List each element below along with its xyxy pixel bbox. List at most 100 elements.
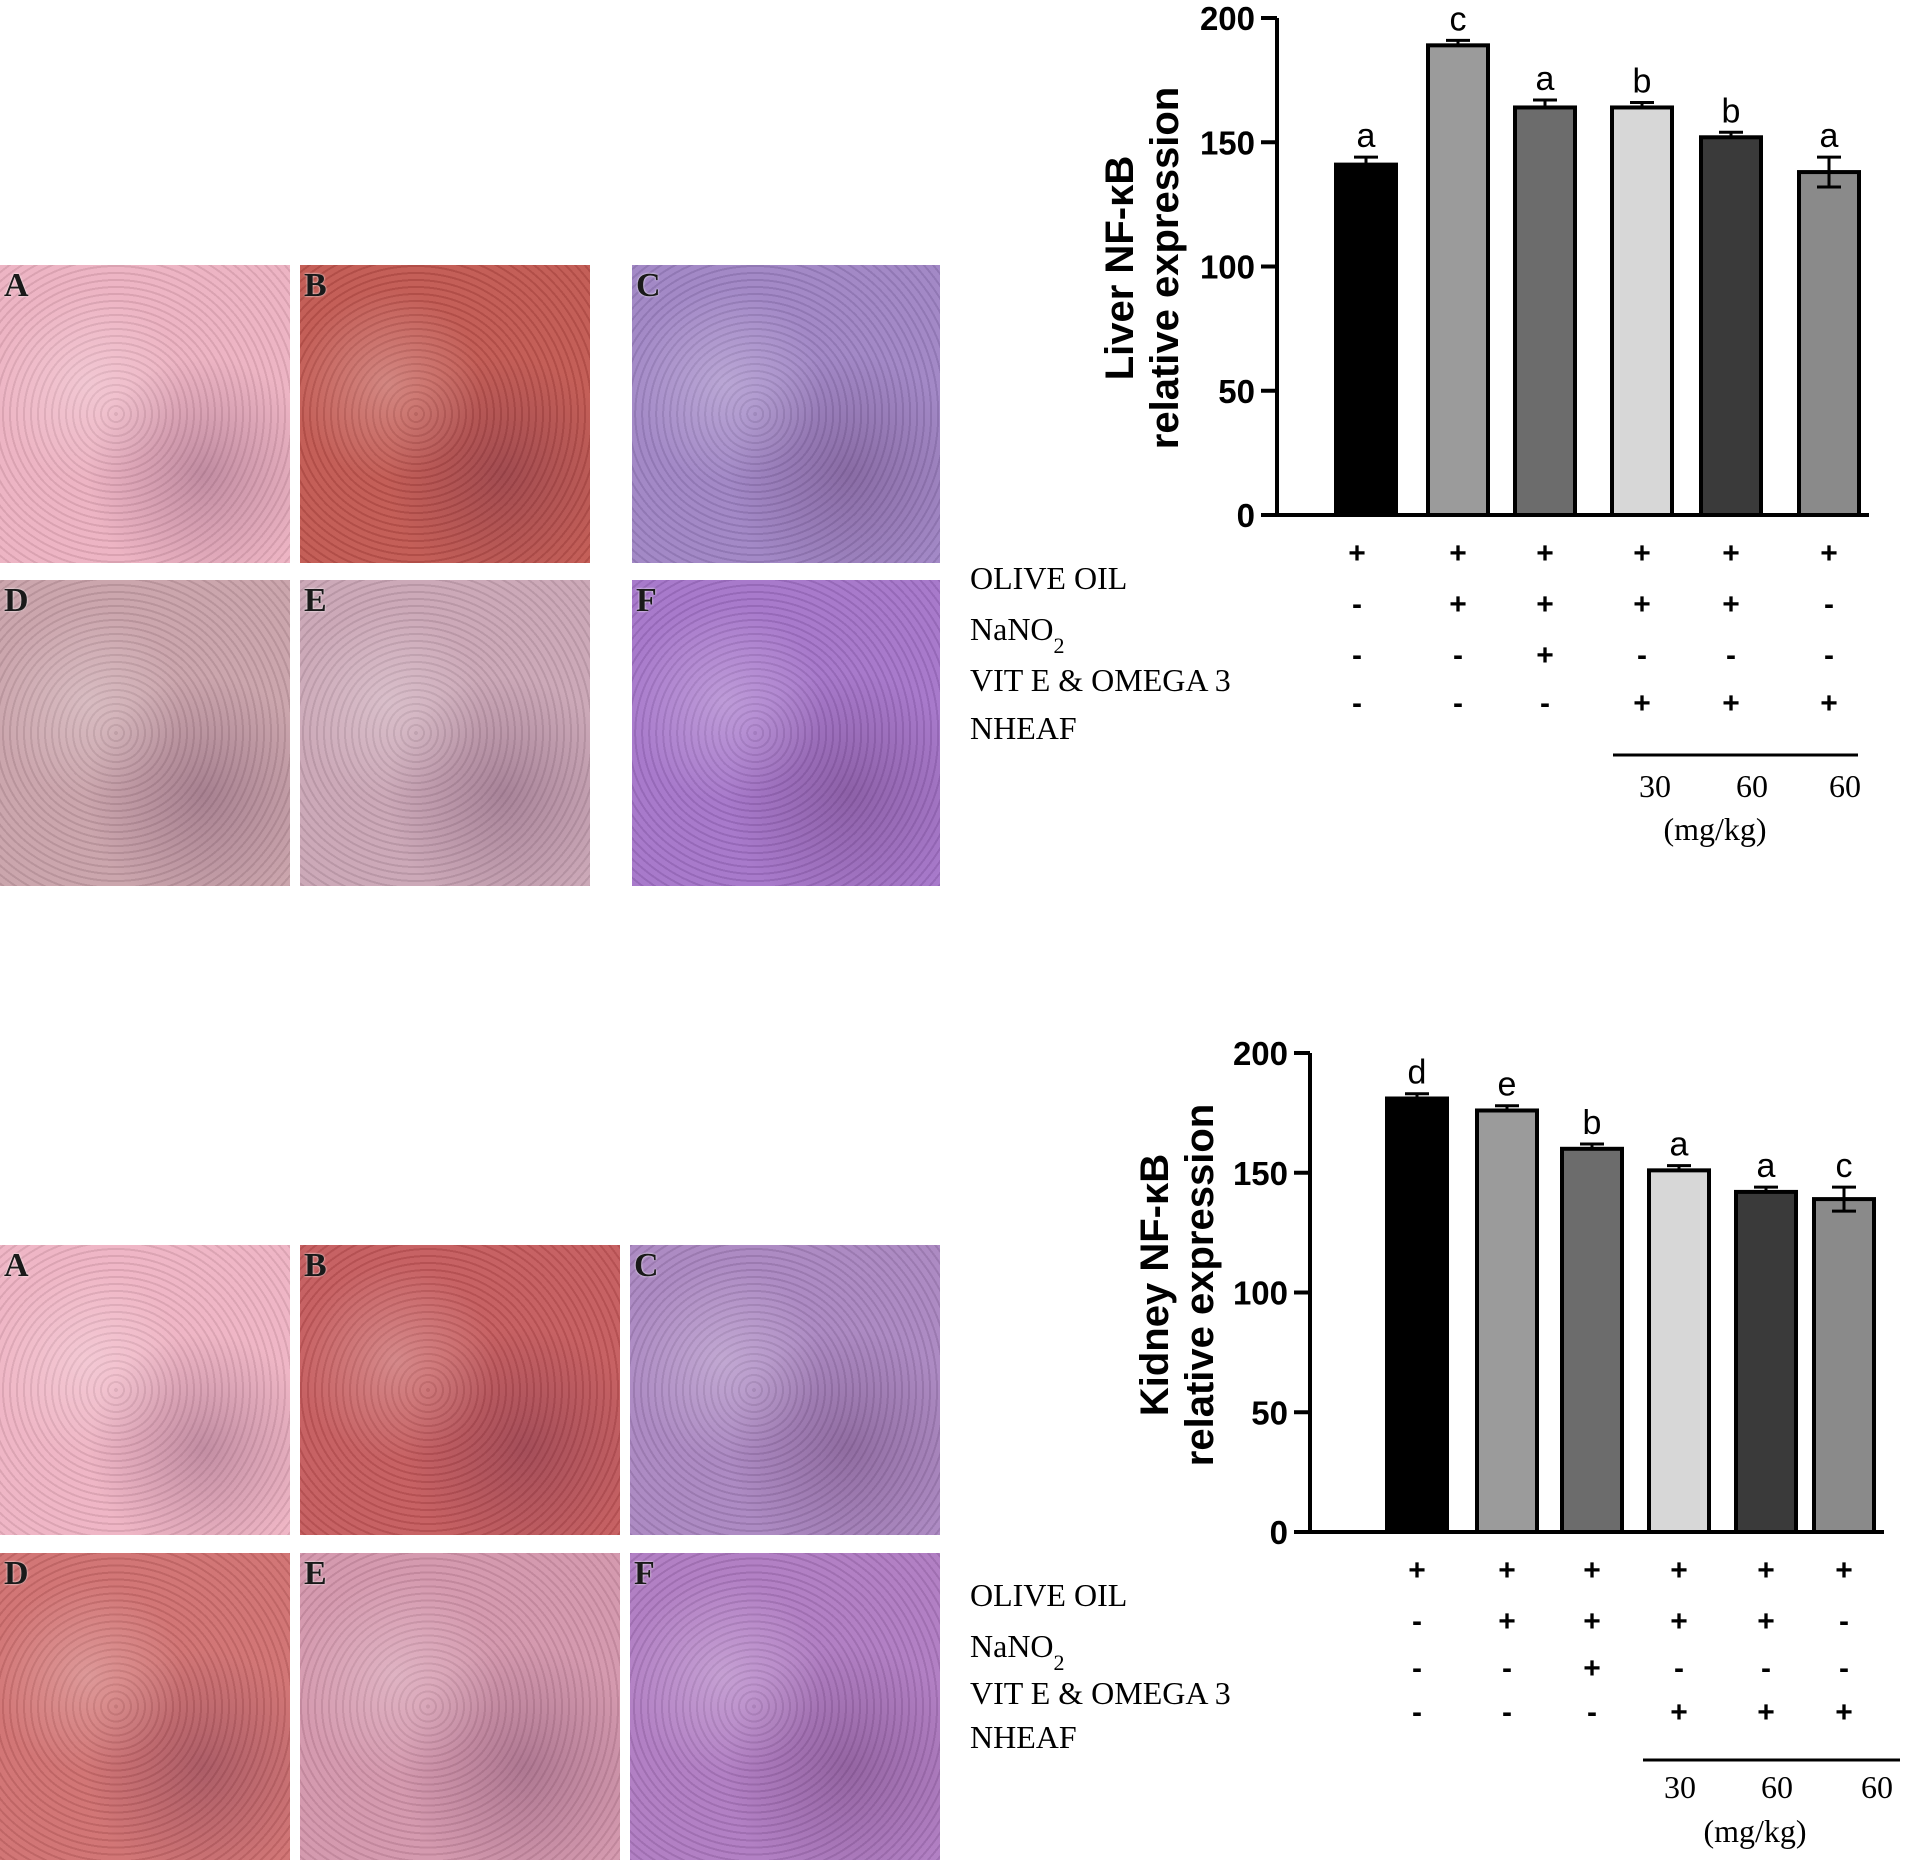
- liver-treatment-label: NHEAF: [970, 710, 1077, 746]
- panel-label: D: [4, 582, 29, 619]
- liver-minus-sign: -: [1637, 639, 1647, 672]
- kidney-dose-unit: (mg/kg): [1703, 1813, 1806, 1849]
- kidney-plus-sign: +: [1835, 1696, 1853, 1729]
- kidney-y-axis-title: Kidney NF-κB: [1133, 1154, 1177, 1416]
- kidney-plus-sign: +: [1757, 1605, 1775, 1638]
- liver-plus-sign: +: [1633, 537, 1651, 570]
- liver-plus-sign: +: [1820, 687, 1838, 720]
- panel-label: A: [4, 267, 29, 304]
- panel-label: A: [4, 1247, 29, 1284]
- liver-bar: [1513, 105, 1577, 518]
- liver-treatment-label: VIT E & OMEGA 3: [970, 662, 1231, 698]
- kidney-minus-sign: -: [1761, 1652, 1771, 1685]
- kidney-minus-sign: -: [1674, 1652, 1684, 1685]
- kidney-treatment-label: OLIVE OIL: [970, 1577, 1127, 1613]
- liver-plus-sign: +: [1348, 537, 1366, 570]
- kidney-micrograph-a: A: [0, 1245, 290, 1535]
- liver-bar: [1699, 135, 1763, 517]
- kidney-bar: [1560, 1146, 1624, 1535]
- kidney-bar: [1475, 1108, 1539, 1534]
- liver-minus-sign: -: [1824, 588, 1834, 621]
- kidney-treatment-label: VIT E & OMEGA 3: [970, 1675, 1231, 1711]
- kidney-plus-sign: +: [1498, 1605, 1516, 1638]
- liver-bar: [1610, 105, 1674, 518]
- kidney-significance-letter: a: [1757, 1147, 1776, 1185]
- panel-label: F: [634, 1555, 655, 1592]
- panel-label: E: [304, 1555, 327, 1592]
- liver-minus-sign: -: [1352, 639, 1362, 672]
- liver-treatment-label: NaNO2: [970, 611, 1065, 658]
- kidney-minus-sign: -: [1587, 1696, 1597, 1729]
- liver-dose-value: 60: [1736, 768, 1768, 804]
- liver-y-tick-label: 50: [1218, 373, 1255, 410]
- kidney-bar: [1385, 1096, 1449, 1534]
- kidney-treatment-label: NaNO2: [970, 1628, 1065, 1675]
- liver-bar: [1797, 170, 1861, 517]
- liver-dose-value: 60: [1829, 768, 1861, 804]
- liver-significance-letter: a: [1536, 60, 1555, 98]
- liver-significance-letter: a: [1820, 117, 1839, 155]
- liver-y-tick-label: 200: [1200, 0, 1255, 37]
- liver-significance-letter: a: [1357, 117, 1376, 155]
- kidney-dose-value: 30: [1664, 1769, 1696, 1805]
- liver-minus-sign: -: [1453, 687, 1463, 720]
- kidney-bar: [1734, 1189, 1798, 1535]
- liver-plus-sign: +: [1536, 588, 1554, 621]
- kidney-micrograph-b: B: [300, 1245, 620, 1535]
- kidney-y-tick-label: 200: [1233, 1035, 1288, 1072]
- liver-plus-sign: +: [1536, 639, 1554, 672]
- kidney-y-tick-label: 50: [1251, 1394, 1288, 1431]
- kidney-y-tick-label: 0: [1270, 1514, 1288, 1551]
- kidney-minus-sign: -: [1502, 1696, 1512, 1729]
- liver-minus-sign: -: [1453, 639, 1463, 672]
- liver-micrograph-f: F: [632, 580, 940, 886]
- liver-dose-value: 30: [1639, 768, 1671, 804]
- kidney-minus-sign: -: [1412, 1605, 1422, 1638]
- liver-plus-sign: +: [1722, 588, 1740, 621]
- kidney-y-tick-label: 100: [1233, 1275, 1288, 1312]
- liver-bar: [1426, 43, 1490, 518]
- liver-y-tick-label: 100: [1200, 249, 1255, 286]
- kidney-plus-sign: +: [1670, 1696, 1688, 1729]
- kidney-bar: [1647, 1168, 1711, 1534]
- liver-y-axis-title: Liver NF-κB: [1098, 156, 1142, 381]
- panel-label: B: [304, 267, 327, 304]
- panel-label: B: [304, 1247, 327, 1284]
- kidney-micrograph-d: D: [0, 1553, 290, 1860]
- panel-label: D: [4, 1555, 29, 1592]
- liver-micrograph-c: C: [632, 265, 940, 563]
- kidney-significance-letter: c: [1836, 1147, 1853, 1185]
- kidney-minus-sign: -: [1412, 1696, 1422, 1729]
- kidney-minus-sign: -: [1839, 1605, 1849, 1638]
- liver-plus-sign: +: [1536, 537, 1554, 570]
- liver-plus-sign: +: [1633, 687, 1651, 720]
- panel-label: F: [636, 582, 657, 619]
- liver-significance-letter: b: [1722, 92, 1741, 130]
- liver-minus-sign: -: [1352, 687, 1362, 720]
- liver-minus-sign: -: [1824, 639, 1834, 672]
- kidney-plus-sign: +: [1408, 1554, 1426, 1587]
- liver-treatment-label: OLIVE OIL: [970, 560, 1127, 596]
- liver-micrograph-e: E: [300, 580, 590, 886]
- liver-micrograph-b: B: [300, 265, 590, 563]
- liver-minus-sign: -: [1540, 687, 1550, 720]
- kidney-significance-letter: e: [1498, 1066, 1517, 1104]
- kidney-micrograph-e: E: [300, 1553, 620, 1860]
- kidney-dose-value: 60: [1861, 1769, 1893, 1805]
- liver-plus-sign: +: [1820, 537, 1838, 570]
- liver-minus-sign: -: [1726, 639, 1736, 672]
- liver-plus-sign: +: [1449, 588, 1467, 621]
- kidney-dose-value: 60: [1761, 1769, 1793, 1805]
- liver-plus-sign: +: [1633, 588, 1651, 621]
- panel-label: E: [304, 582, 327, 619]
- kidney-micrograph-f: F: [630, 1553, 940, 1860]
- kidney-plus-sign: +: [1583, 1652, 1601, 1685]
- kidney-y-tick-label: 150: [1233, 1155, 1288, 1192]
- panel-label: C: [634, 1247, 659, 1284]
- liver-y-tick-label: 0: [1237, 497, 1255, 534]
- liver-bar: [1334, 162, 1398, 518]
- kidney-plus-sign: +: [1757, 1554, 1775, 1587]
- liver-plus-sign: +: [1449, 537, 1467, 570]
- liver-plus-sign: +: [1722, 687, 1740, 720]
